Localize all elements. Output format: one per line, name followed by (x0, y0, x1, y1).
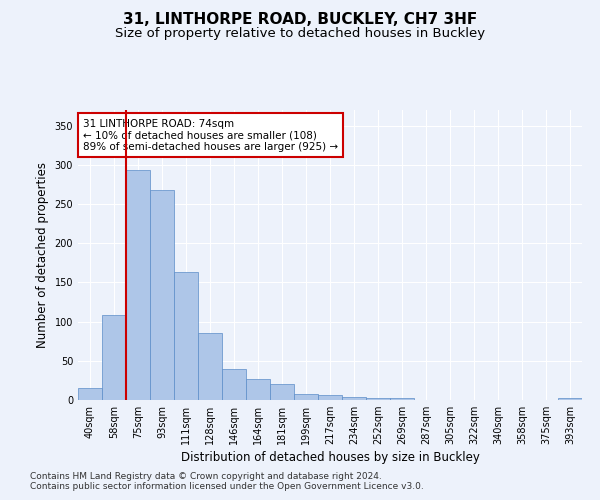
Bar (318, 396, 342, 400)
Bar (126, 170, 150, 400)
Text: Size of property relative to detached houses in Buckley: Size of property relative to detached ho… (115, 28, 485, 40)
Bar (366, 398, 390, 400)
Bar (174, 272, 198, 400)
Bar (78, 388, 102, 400)
Y-axis label: Number of detached properties: Number of detached properties (36, 162, 49, 348)
Text: Distribution of detached houses by size in Buckley: Distribution of detached houses by size … (181, 451, 479, 464)
Bar (270, 384, 294, 400)
Bar (390, 398, 414, 400)
Text: 31 LINTHORPE ROAD: 74sqm
← 10% of detached houses are smaller (108)
89% of semi-: 31 LINTHORPE ROAD: 74sqm ← 10% of detach… (83, 118, 338, 152)
Text: 31, LINTHORPE ROAD, BUCKLEY, CH7 3HF: 31, LINTHORPE ROAD, BUCKLEY, CH7 3HF (123, 12, 477, 28)
Bar (222, 368, 246, 400)
Text: Contains HM Land Registry data © Crown copyright and database right 2024.: Contains HM Land Registry data © Crown c… (30, 472, 382, 481)
Bar (294, 394, 318, 400)
Bar (198, 334, 222, 400)
Text: Contains public sector information licensed under the Open Government Licence v3: Contains public sector information licen… (30, 482, 424, 491)
Bar (102, 316, 126, 400)
Bar (246, 379, 270, 400)
Bar (150, 190, 174, 400)
Bar (342, 397, 366, 400)
Bar (558, 398, 582, 400)
